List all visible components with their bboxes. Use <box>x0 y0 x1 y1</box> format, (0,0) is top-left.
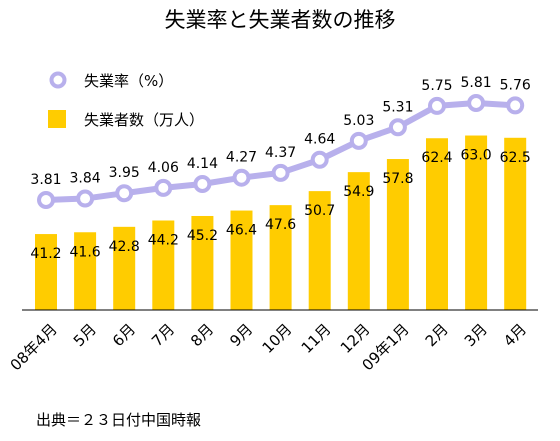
bar-labels-layer: 41.2 41.6 42.8 44.2 45.2 46.4 47.6 50.7 54.9 57.8… <box>30 148 530 263</box>
line-point <box>349 131 368 150</box>
line-layer <box>37 94 525 209</box>
line-value-label: 3.95 <box>109 165 140 181</box>
bar-value-label: 42.8 <box>109 239 140 255</box>
bar <box>386 159 409 310</box>
bar-value-label: 63.0 <box>461 148 492 164</box>
x-tick-label: 8月 <box>187 320 217 350</box>
bar-value-label: 44.2 <box>148 233 179 249</box>
bar <box>191 215 214 310</box>
line-point <box>428 96 446 115</box>
line-value-label: 4.14 <box>187 156 218 172</box>
line-point <box>154 178 173 197</box>
line-point <box>115 184 134 203</box>
x-tick-label: 6月 <box>109 320 139 350</box>
bar-value-label: 41.6 <box>70 244 101 260</box>
line-value-label: 4.64 <box>304 132 335 148</box>
line-value-label: 3.84 <box>70 171 101 187</box>
bar <box>35 234 57 310</box>
line-point <box>193 174 212 193</box>
bar-value-label: 50.7 <box>304 203 335 219</box>
bar <box>308 191 331 310</box>
bar <box>347 172 370 310</box>
bar-value-label: 62.4 <box>421 150 452 166</box>
bar <box>74 232 97 310</box>
line-point <box>232 168 251 187</box>
bar <box>230 210 253 310</box>
bar-value-label: 41.2 <box>30 246 61 262</box>
bars-layer <box>35 135 527 310</box>
legend-bar-label: 失業者数（万人） <box>84 111 204 129</box>
line-point <box>76 189 95 208</box>
line-point <box>310 150 329 169</box>
bar-value-label: 54.9 <box>343 184 374 200</box>
line-point <box>37 191 55 209</box>
legend: 失業率（%） 失業者数（万人） <box>48 71 204 129</box>
bar <box>426 138 448 310</box>
line-point <box>388 118 407 137</box>
bar-value-label: 45.2 <box>187 228 218 244</box>
line-value-label: 4.37 <box>265 145 296 161</box>
line-value-label: 4.27 <box>226 150 257 166</box>
source-note: 出典＝２３日付中国時報 <box>36 411 201 429</box>
bar <box>269 205 292 310</box>
x-tick-label: 7月 <box>148 320 178 350</box>
line-value-label: 4.06 <box>148 160 179 176</box>
x-tick-label: 08年4月 <box>7 320 61 374</box>
bar <box>113 226 136 310</box>
bar-value-label: 47.6 <box>265 217 296 233</box>
line-value-label: 5.81 <box>461 75 492 91</box>
bar <box>465 135 488 310</box>
legend-line-marker <box>49 71 67 89</box>
line-labels-layer: 3.81 3.84 3.95 4.06 4.14 4.27 4.37 4.64 5.03 5.31… <box>30 75 530 188</box>
line-value-label: 5.76 <box>500 77 531 93</box>
x-tick-label: 3月 <box>461 320 491 350</box>
line-point <box>506 96 525 115</box>
line-value-label: 5.75 <box>421 78 452 94</box>
x-tick-label: 4月 <box>500 320 530 350</box>
x-tick-label: 5月 <box>70 320 100 350</box>
line-point <box>467 94 486 112</box>
x-tick-label: 9月 <box>226 320 256 350</box>
bar-value-label: 57.8 <box>382 171 413 187</box>
x-tick-label: 2月 <box>422 320 452 350</box>
line-value-label: 3.81 <box>30 172 61 188</box>
legend-line-label: 失業率（%） <box>84 72 173 90</box>
x-tick-label: 11月 <box>298 320 335 357</box>
line-value-label: 5.03 <box>343 113 374 129</box>
bar-value-label: 46.4 <box>226 223 257 239</box>
legend-bar-swatch <box>48 110 66 128</box>
x-tick-label: 10月 <box>259 320 296 357</box>
bar <box>152 220 175 310</box>
line-value-label: 5.31 <box>382 99 413 115</box>
bar-value-label: 62.5 <box>500 150 531 166</box>
line-point <box>271 163 290 182</box>
bar <box>504 137 527 310</box>
chart-title: 失業率と失業者数の推移 <box>165 8 396 32</box>
